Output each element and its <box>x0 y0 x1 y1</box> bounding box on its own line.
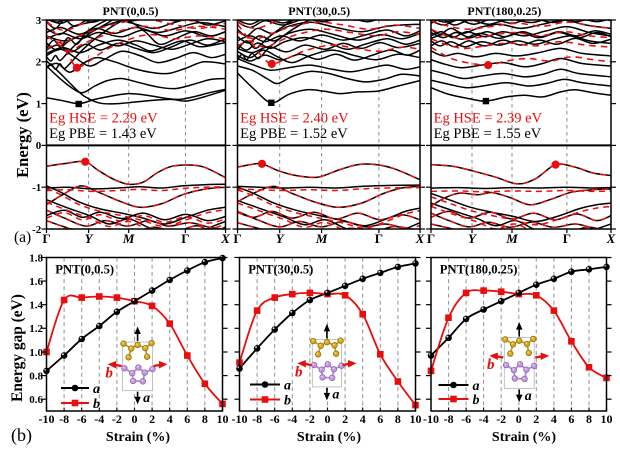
svg-text:1.6: 1.6 <box>29 276 43 288</box>
svg-text:-6: -6 <box>77 412 87 426</box>
svg-text:0: 0 <box>132 412 138 426</box>
svg-text:2: 2 <box>149 412 155 426</box>
svg-text:b: b <box>284 394 291 409</box>
svg-text:PNT(0,0.5): PNT(0,0.5) <box>103 4 159 18</box>
svg-text:b: b <box>473 393 480 408</box>
svg-text:6: 6 <box>184 412 190 426</box>
svg-text:1: 1 <box>36 98 42 110</box>
svg-text:PNT(30,0.5): PNT(30,0.5) <box>248 263 313 277</box>
svg-text:10: 10 <box>217 412 229 426</box>
svg-text:Eg PBE = 1.55 eV: Eg PBE = 1.55 eV <box>434 126 542 142</box>
svg-text:0.8: 0.8 <box>29 370 43 382</box>
svg-text:a: a <box>525 389 532 404</box>
svg-text:1.8: 1.8 <box>29 252 43 264</box>
svg-text:8: 8 <box>586 412 592 426</box>
svg-text:1.4: 1.4 <box>29 300 43 312</box>
svg-text:6: 6 <box>568 412 574 426</box>
svg-text:X: X <box>220 231 230 246</box>
svg-text:-2: -2 <box>496 412 506 426</box>
svg-text:Γ: Γ <box>233 231 241 246</box>
svg-text:-4: -4 <box>94 412 104 426</box>
svg-text:a: a <box>93 382 100 397</box>
svg-text:Eg HSE = 2.40 eV: Eg HSE = 2.40 eV <box>240 110 349 126</box>
svg-text:Y: Y <box>276 231 285 246</box>
svg-text:0: 0 <box>325 412 331 426</box>
svg-text:-4: -4 <box>287 412 297 426</box>
svg-text:-2: -2 <box>305 412 315 426</box>
svg-text:Strain (%): Strain (%) <box>492 430 557 445</box>
svg-text:6: 6 <box>377 412 383 426</box>
svg-text:0: 0 <box>36 140 42 152</box>
svg-text:Eg PBE = 1.43 eV: Eg PBE = 1.43 eV <box>49 126 157 142</box>
svg-text:b: b <box>487 357 495 373</box>
svg-text:X: X <box>606 231 616 246</box>
svg-text:Energy gap (eV): Energy gap (eV) <box>9 294 26 402</box>
svg-text:-10: -10 <box>423 412 439 426</box>
svg-text:0: 0 <box>516 412 522 426</box>
svg-text:a: a <box>143 391 150 406</box>
svg-text:PNT(0,0.5): PNT(0,0.5) <box>55 263 114 277</box>
svg-text:Γ: Γ <box>181 231 189 246</box>
svg-text:4: 4 <box>167 412 173 426</box>
svg-text:1.2: 1.2 <box>29 323 43 335</box>
svg-text:Γ: Γ <box>427 231 435 246</box>
svg-text:4: 4 <box>360 412 366 426</box>
svg-text:-4: -4 <box>479 412 489 426</box>
svg-text:0.6: 0.6 <box>29 394 43 406</box>
svg-text:-6: -6 <box>461 412 471 426</box>
svg-text:-10: -10 <box>39 412 55 426</box>
svg-text:Eg HSE = 2.29 eV: Eg HSE = 2.29 eV <box>49 110 158 126</box>
svg-text:-8: -8 <box>59 412 69 426</box>
svg-text:a: a <box>284 379 291 394</box>
svg-text:-2: -2 <box>32 224 42 236</box>
svg-text:3: 3 <box>36 15 42 27</box>
svg-text:-8: -8 <box>252 412 262 426</box>
svg-text:-8: -8 <box>444 412 454 426</box>
svg-text:-10: -10 <box>232 412 248 426</box>
svg-text:Energy (eV): Energy (eV) <box>13 92 32 178</box>
svg-text:Γ: Γ <box>375 231 383 246</box>
svg-text:a: a <box>473 379 480 394</box>
svg-text:Strain (%): Strain (%) <box>106 430 171 445</box>
svg-text:(b): (b) <box>11 425 32 446</box>
svg-text:(a): (a) <box>14 229 31 246</box>
svg-text:M: M <box>315 231 328 246</box>
svg-text:X: X <box>415 231 425 246</box>
svg-text:PNT(30,0.5): PNT(30,0.5) <box>288 4 350 18</box>
svg-text:Γ: Γ <box>563 231 571 246</box>
svg-text:PNT(180,0.25): PNT(180,0.25) <box>467 4 541 18</box>
svg-text:Y: Y <box>85 231 94 246</box>
svg-text:2: 2 <box>36 57 42 69</box>
svg-text:-2: -2 <box>112 412 122 426</box>
svg-text:Eg HSE = 2.39 eV: Eg HSE = 2.39 eV <box>434 110 543 126</box>
svg-text:a: a <box>332 387 339 402</box>
svg-text:10: 10 <box>410 412 422 426</box>
svg-text:-6: -6 <box>270 412 280 426</box>
svg-text:Eg PBE = 1.52 eV: Eg PBE = 1.52 eV <box>240 126 348 142</box>
svg-text:M: M <box>122 231 135 246</box>
svg-text:-1: -1 <box>32 182 41 194</box>
svg-text:1.0: 1.0 <box>29 347 43 359</box>
svg-text:Strain (%): Strain (%) <box>297 430 362 445</box>
svg-text:10: 10 <box>601 412 613 426</box>
svg-text:8: 8 <box>202 412 208 426</box>
svg-text:b: b <box>93 397 100 412</box>
svg-text:4: 4 <box>551 412 557 426</box>
svg-text:8: 8 <box>395 412 401 426</box>
svg-text:2: 2 <box>342 412 348 426</box>
svg-text:2: 2 <box>533 412 539 426</box>
svg-text:PNT(180,0.25): PNT(180,0.25) <box>440 263 518 277</box>
svg-text:b: b <box>105 366 113 382</box>
svg-text:Γ: Γ <box>42 231 50 246</box>
svg-text:Y: Y <box>468 231 477 246</box>
svg-text:M: M <box>505 231 518 246</box>
svg-text:b: b <box>295 365 303 381</box>
